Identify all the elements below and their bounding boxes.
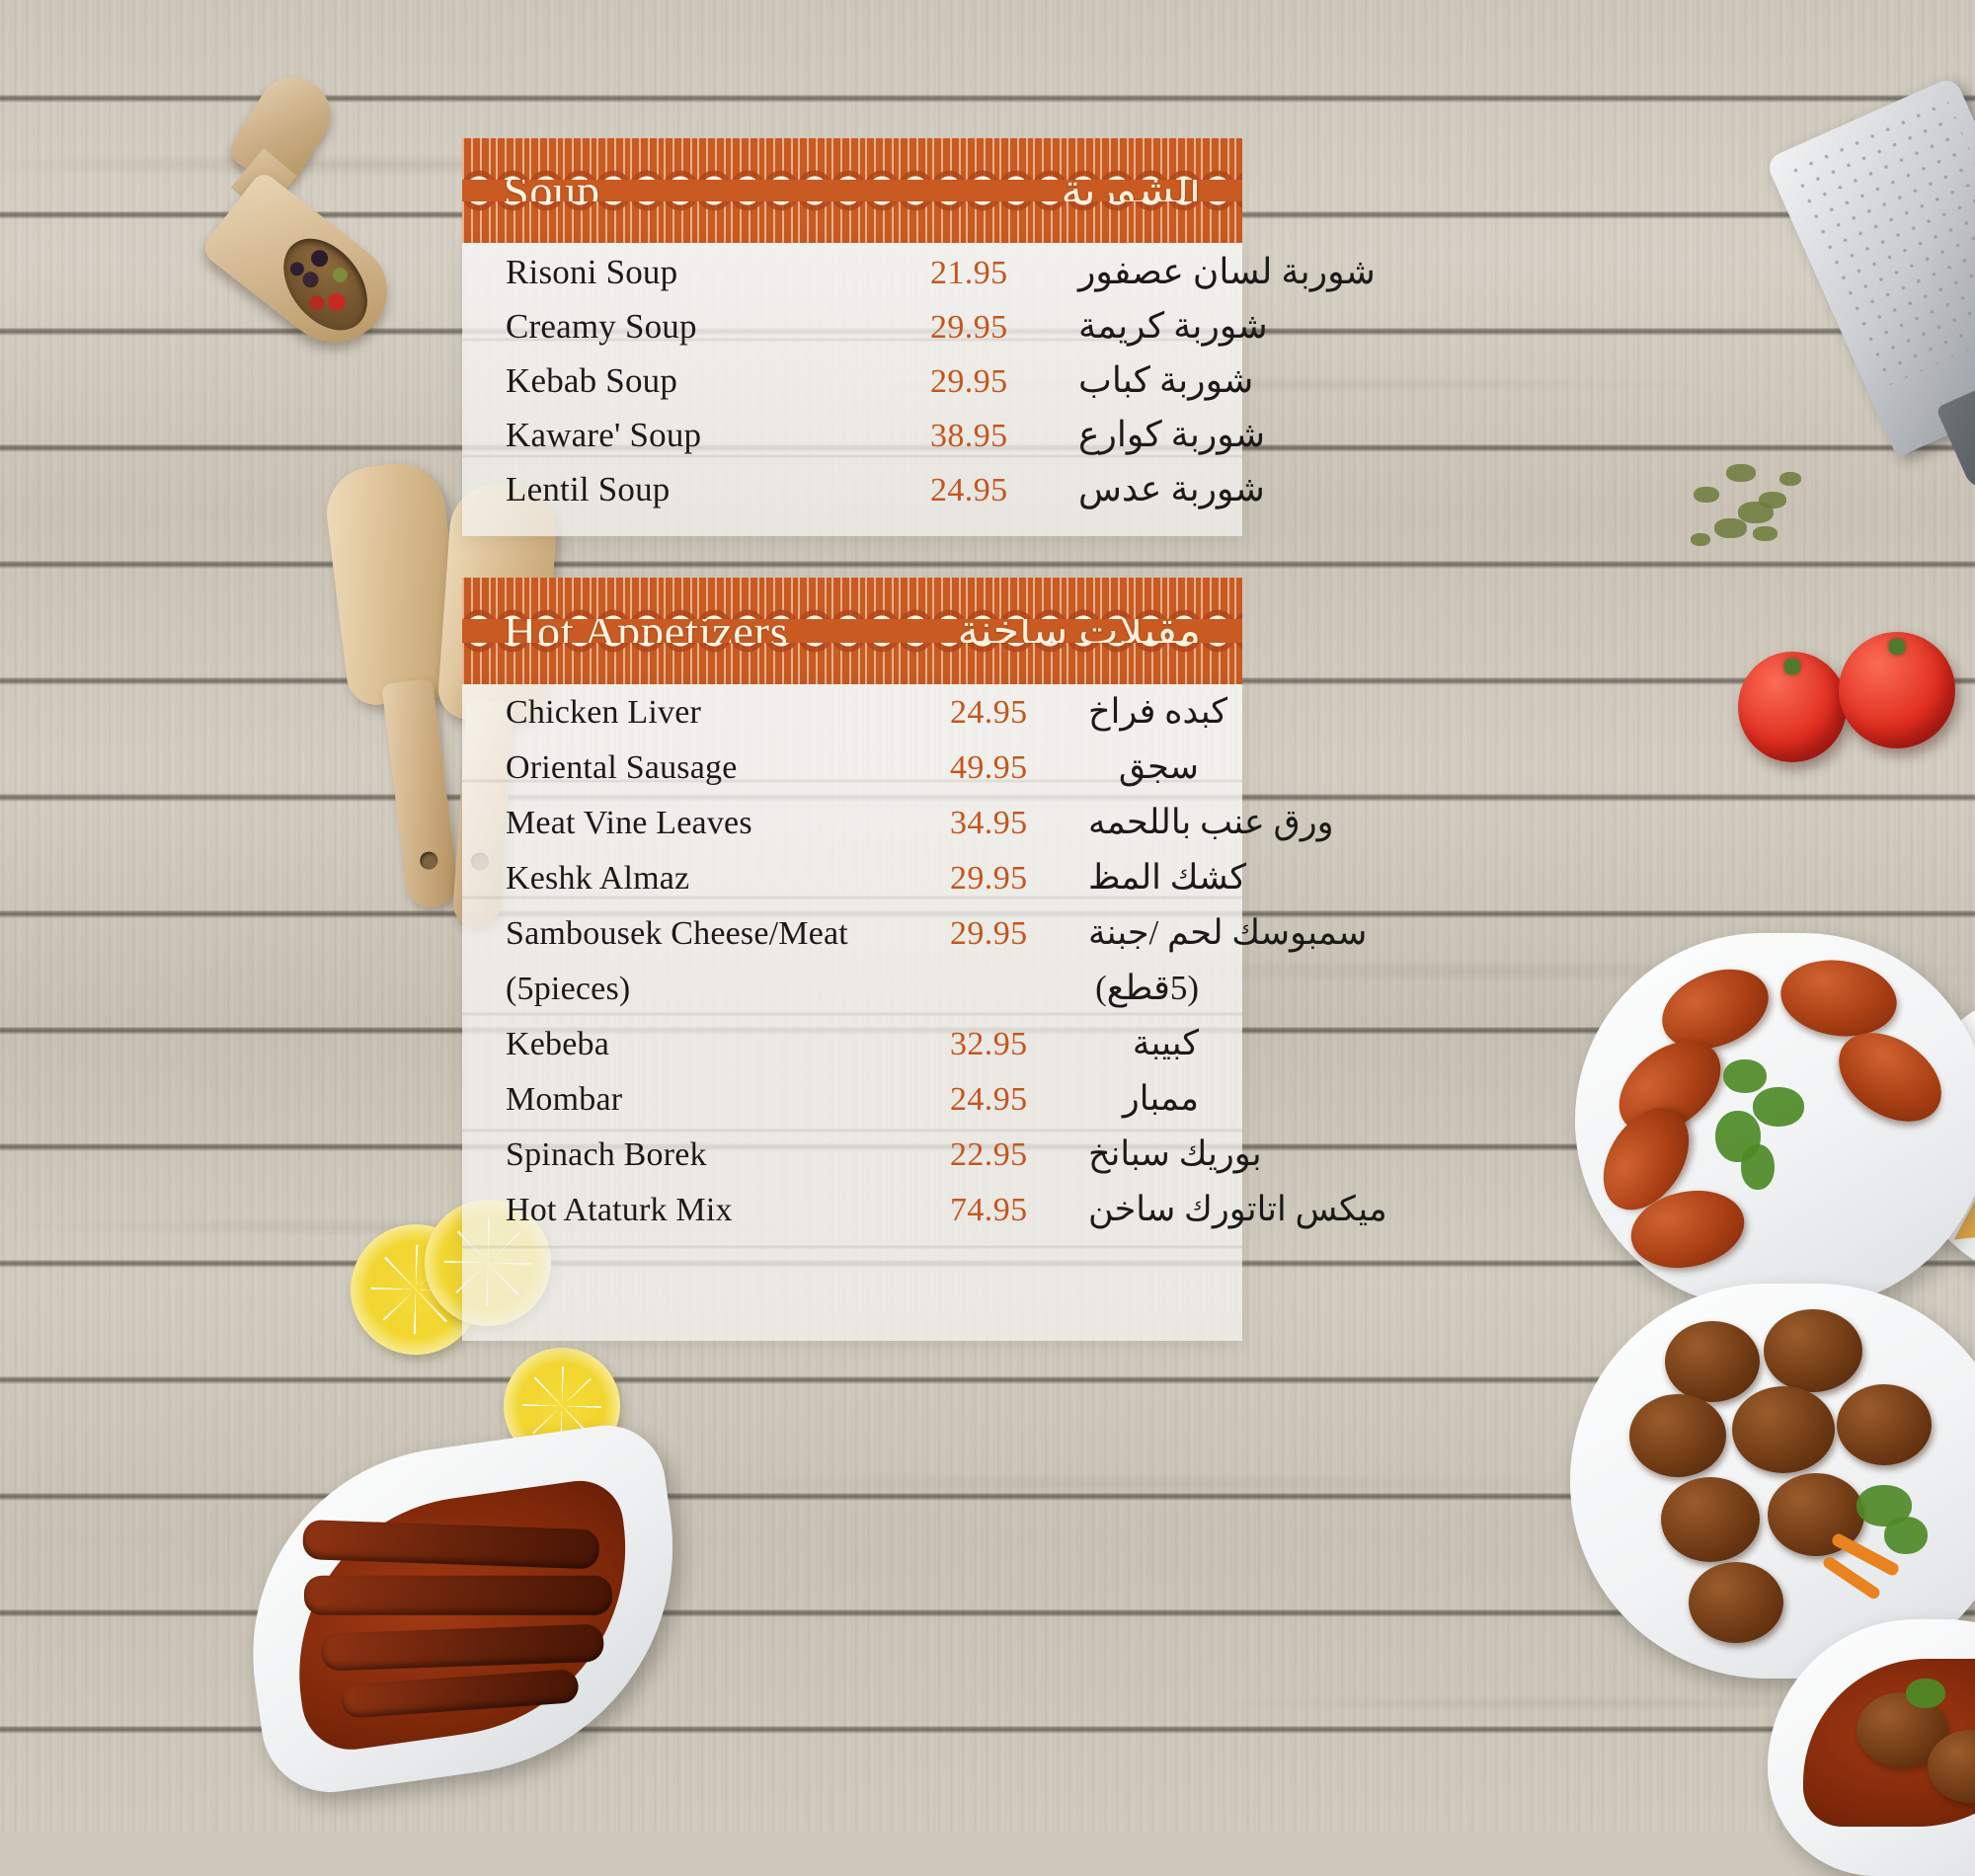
item-name-ar: شوربة كوارع (1078, 415, 1266, 454)
item-price: 24.95 (950, 694, 1028, 731)
menu-row[interactable]: Kebab Soup 29.95 شوربة كباب (462, 359, 1253, 414)
item-name-ar: بوريك سبانخ (1088, 1134, 1262, 1173)
item-price: 29.95 (930, 309, 1008, 346)
item-price: 38.95 (930, 418, 1008, 454)
item-name-en: Spinach Borek (506, 1136, 707, 1173)
item-price: 22.95 (950, 1136, 1028, 1173)
item-name-ar: سمبوسك لحم /جبنة (1088, 913, 1368, 952)
menu-row[interactable]: Hot Ataturk Mix 74.95 ميكس اتاتورك ساخن (462, 1190, 1387, 1245)
menu-row-note: (5pieces) (5قطع) (462, 969, 1242, 1024)
item-name-ar: ورق عنب باللحمه (1088, 803, 1334, 841)
peppercorn (324, 289, 350, 315)
ornament-strip-bottom-icon (462, 643, 1242, 684)
item-name-ar: (5قطع) (1095, 969, 1199, 1007)
item-price: 34.95 (950, 805, 1028, 841)
peppercorn (306, 292, 328, 314)
item-name-ar: ممبار (1122, 1079, 1199, 1118)
menu-row[interactable]: Sambousek Cheese/Meat 29.95 سمبوسك لحم /… (462, 913, 1367, 969)
hot-appetizers-items-panel: Chicken Liver 24.95 كبده فراخ Oriental S… (462, 684, 1387, 1341)
menu-row[interactable]: Keshk Almaz 29.95 كشك المظ (462, 858, 1246, 913)
ornament-strip-top-icon (462, 578, 1242, 619)
hot-appetizers-section: Hot Appetizers مقبلات ساخنة Chicken Live… (462, 578, 1387, 1341)
soup-items-panel: Risoni Soup 21.95 شوربة لسان عصفور Cream… (462, 243, 1376, 536)
menu-row[interactable]: Spinach Borek 22.95 بوريك سبانخ (462, 1134, 1262, 1190)
item-name-en: Oriental Sausage (506, 749, 738, 786)
soup-section: Soup الشوربة Risoni Soup 21.95 شوربة لسا… (462, 138, 1376, 536)
ornament-strip-bottom-icon (462, 201, 1242, 243)
item-name-en: Keshk Almaz (506, 860, 690, 897)
item-price: 21.95 (930, 255, 1008, 291)
menu-row[interactable]: Kaware' Soup 38.95 شوربة كوارع (462, 414, 1265, 468)
tomato-prop (1738, 652, 1847, 762)
item-price: 74.95 (950, 1192, 1028, 1228)
kebbe-plate-prop (1570, 1284, 1975, 1679)
item-name-ar: شوربة كباب (1078, 360, 1254, 400)
item-price: 24.95 (930, 472, 1008, 508)
menu-row[interactable]: Lentil Soup 24.95 شوربة عدس (462, 468, 1265, 522)
dried-herbs-prop (1679, 449, 1827, 573)
item-name-en: Risoni Soup (506, 253, 678, 291)
menu-row[interactable]: Oriental Sausage 49.95 سجق (462, 747, 1242, 803)
item-name-ar: سجق (1118, 747, 1199, 786)
peppercorn (307, 246, 332, 271)
item-price: 29.95 (950, 860, 1028, 897)
item-name-ar: شوربة عدس (1078, 469, 1265, 508)
item-name-en: Lentil Soup (506, 470, 671, 508)
item-name-en: Kebab Soup (506, 361, 678, 400)
item-name-en: (5pieces) (506, 971, 631, 1007)
peppercorn (329, 264, 351, 285)
item-name-en: Creamy Soup (506, 307, 697, 346)
hot-appetizers-section-header: Hot Appetizers مقبلات ساخنة (462, 578, 1242, 684)
item-name-ar: كبيبة (1132, 1024, 1199, 1062)
kofta-plate-prop (1575, 933, 1975, 1308)
sausage-link (303, 1575, 612, 1615)
item-name-ar: شوربة كريمة (1078, 306, 1268, 346)
menu-row[interactable]: Creamy Soup 29.95 شوربة كريمة (462, 305, 1268, 359)
item-name-ar: ميكس اتاتورك ساخن (1088, 1190, 1387, 1228)
item-price: 29.95 (950, 915, 1028, 952)
tomato-prop (1839, 632, 1955, 748)
menu-row[interactable]: Meat Vine Leaves 34.95 ورق عنب باللحمه (462, 803, 1334, 858)
item-name-ar: شوربة لسان عصفور (1078, 252, 1376, 291)
item-name-en: Kebeba (506, 1026, 610, 1062)
soup-section-header: Soup الشوربة (462, 138, 1242, 243)
soup-item-list: Risoni Soup 21.95 شوربة لسان عصفور Cream… (462, 243, 1376, 536)
hot-appetizers-item-list: Chicken Liver 24.95 كبده فراخ Oriental S… (462, 684, 1387, 1259)
item-name-en: Chicken Liver (506, 694, 702, 731)
menu-row[interactable]: Mombar 24.95 ممبار (462, 1079, 1242, 1134)
sauce-pool (276, 1475, 650, 1757)
menu-row[interactable]: Risoni Soup 21.95 شوربة لسان عصفور (462, 251, 1376, 305)
item-name-en: Sambousek Cheese/Meat (506, 915, 848, 952)
item-name-en: Mombar (506, 1081, 623, 1118)
item-price: 24.95 (950, 1081, 1028, 1118)
item-price: 32.95 (950, 1026, 1028, 1062)
menu-row[interactable]: Chicken Liver 24.95 كبده فراخ (462, 692, 1242, 747)
menu-row[interactable]: Kebeba 32.95 كبيبة (462, 1024, 1242, 1079)
item-price: 49.95 (950, 749, 1028, 786)
item-name-en: Kaware' Soup (506, 416, 702, 454)
item-name-ar: كشك المظ (1088, 858, 1246, 897)
item-name-en: Hot Ataturk Mix (506, 1192, 733, 1228)
item-price: 29.95 (930, 363, 1008, 400)
ornament-strip-top-icon (462, 138, 1242, 180)
item-name-ar: كبده فراخ (1088, 692, 1228, 731)
item-name-en: Meat Vine Leaves (506, 805, 752, 841)
